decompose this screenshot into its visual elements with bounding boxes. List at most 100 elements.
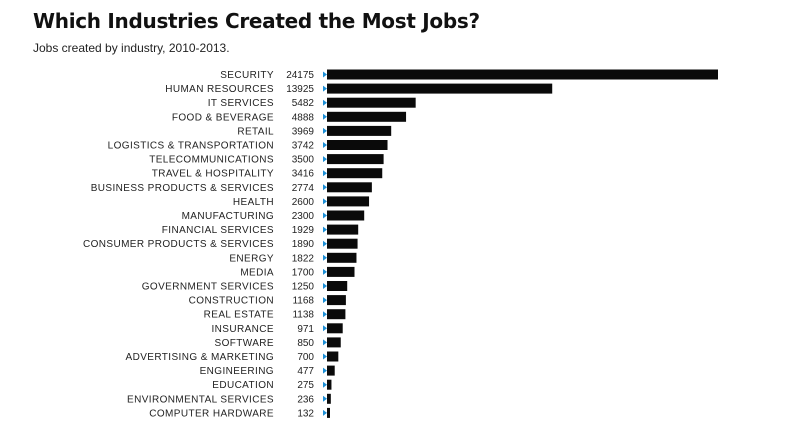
- category-label: ADVERTISING & MARKETING: [126, 352, 274, 363]
- category-label: HEALTH: [233, 197, 274, 208]
- chart-title: Which Industries Created the Most Jobs?: [33, 9, 480, 33]
- value-label: 24175: [286, 70, 314, 81]
- bar-marker: [323, 71, 327, 78]
- value-label: 1890: [292, 239, 315, 250]
- value-label: 1822: [292, 253, 315, 264]
- bar: [327, 168, 383, 179]
- category-label: BUSINESS PRODUCTS & SERVICES: [91, 183, 274, 194]
- bar: [327, 83, 553, 94]
- value-label: 3969: [292, 126, 315, 137]
- bar-row: ENVIRONMENTAL SERVICES 236: [127, 393, 331, 405]
- bar-marker: [323, 99, 327, 106]
- bar-marker: [323, 142, 327, 148]
- category-label: HUMAN RESOURCES: [165, 84, 274, 95]
- value-label: 236: [297, 394, 314, 405]
- category-label: TELECOMMUNICATIONS: [149, 155, 274, 166]
- bar-row: EDUCATION 275: [212, 379, 332, 391]
- category-label: MEDIA: [240, 267, 274, 278]
- bar-marker: [323, 184, 327, 191]
- bar-row: CONSUMER PRODUCTS & SERVICES 1890: [83, 238, 358, 250]
- value-label: 1168: [292, 296, 314, 307]
- bar: [327, 281, 348, 291]
- category-label: COMPUTER HARDWARE: [149, 408, 274, 419]
- bar-row: ENERGY 1822: [229, 252, 357, 264]
- bar-row: REAL ESTATE 1138: [204, 309, 346, 321]
- bar: [327, 69, 718, 80]
- category-label: SOFTWARE: [215, 338, 275, 349]
- bar-row: FOOD & BEVERAGE 4888: [172, 111, 407, 123]
- value-label: 1700: [292, 267, 315, 278]
- value-label: 477: [297, 366, 314, 377]
- bar-row: RETAIL 3969: [237, 125, 392, 137]
- bar: [327, 351, 339, 362]
- category-label: ENERGY: [229, 253, 274, 264]
- value-label: 132: [297, 408, 314, 419]
- bar: [327, 97, 416, 108]
- bar-row: COMPUTER HARDWARE 132: [149, 407, 330, 419]
- value-label: 2600: [292, 197, 315, 208]
- bar-marker: [323, 212, 327, 219]
- bar-marker: [323, 297, 327, 304]
- bar-row: CONSTRUCTION 1168: [189, 295, 346, 307]
- bar-row: HEALTH 2600: [233, 196, 370, 208]
- value-label: 971: [297, 324, 314, 335]
- bar: [327, 224, 359, 235]
- bar-marker: [323, 339, 327, 346]
- value-label: 1250: [292, 282, 315, 293]
- bar-row: SECURITY 24175: [220, 69, 718, 81]
- bar: [327, 337, 341, 348]
- category-label: REAL ESTATE: [204, 310, 274, 321]
- category-label: ENVIRONMENTAL SERVICES: [127, 394, 274, 405]
- bar: [327, 182, 372, 193]
- category-label: LOGISTICS & TRANSPORTATION: [108, 141, 274, 152]
- category-label: EDUCATION: [212, 380, 274, 391]
- value-label: 13925: [286, 84, 314, 95]
- category-label: RETAIL: [237, 126, 274, 137]
- value-label: 850: [297, 338, 314, 349]
- value-label: 2774: [292, 183, 315, 194]
- value-label: 275: [297, 380, 314, 391]
- bar: [327, 111, 407, 122]
- category-label: CONSTRUCTION: [189, 296, 274, 307]
- bar: [327, 210, 365, 221]
- category-label: CONSUMER PRODUCTS & SERVICES: [83, 239, 274, 250]
- bar-row: GOVERNMENT SERVICES 1250: [142, 281, 348, 293]
- bar-row: BUSINESS PRODUCTS & SERVICES 2774: [91, 182, 372, 194]
- bar: [327, 238, 358, 249]
- category-label: ENGINEERING: [200, 366, 274, 377]
- value-label: 3416: [292, 169, 315, 180]
- bar-marker: [323, 240, 327, 247]
- bar-marker: [323, 325, 327, 332]
- bar-row: HUMAN RESOURCES 13925: [165, 83, 553, 95]
- bar-marker: [323, 409, 327, 416]
- bar: [327, 266, 355, 277]
- bar-marker: [323, 353, 327, 360]
- bar-marker: [323, 283, 327, 289]
- bar-marker: [323, 311, 327, 318]
- bar: [327, 154, 384, 165]
- value-label: 2300: [292, 211, 315, 222]
- value-label: 700: [297, 352, 314, 363]
- category-label: TRAVEL & HOSPITALITY: [152, 169, 274, 180]
- bar-row: SOFTWARE 850: [215, 337, 341, 349]
- bar-marker: [323, 113, 327, 120]
- bar-marker: [323, 254, 327, 261]
- bar-row: IT SERVICES 5482: [208, 97, 416, 109]
- bar: [327, 379, 332, 390]
- bar-marker: [323, 170, 327, 177]
- bar-row: FINANCIAL SERVICES 1929: [162, 224, 359, 236]
- bar-marker: [323, 381, 327, 388]
- bar-marker: [323, 127, 327, 134]
- category-label: INSURANCE: [212, 324, 275, 335]
- category-label: MANUFACTURING: [182, 211, 274, 222]
- value-label: 4888: [292, 112, 315, 123]
- value-label: 3500: [292, 155, 315, 166]
- category-label: FOOD & BEVERAGE: [172, 112, 274, 123]
- bar-marker: [323, 85, 327, 92]
- value-label: 1138: [292, 310, 314, 321]
- bar: [327, 295, 346, 306]
- bar: [327, 309, 346, 320]
- bar: [327, 196, 370, 207]
- bar: [327, 393, 331, 404]
